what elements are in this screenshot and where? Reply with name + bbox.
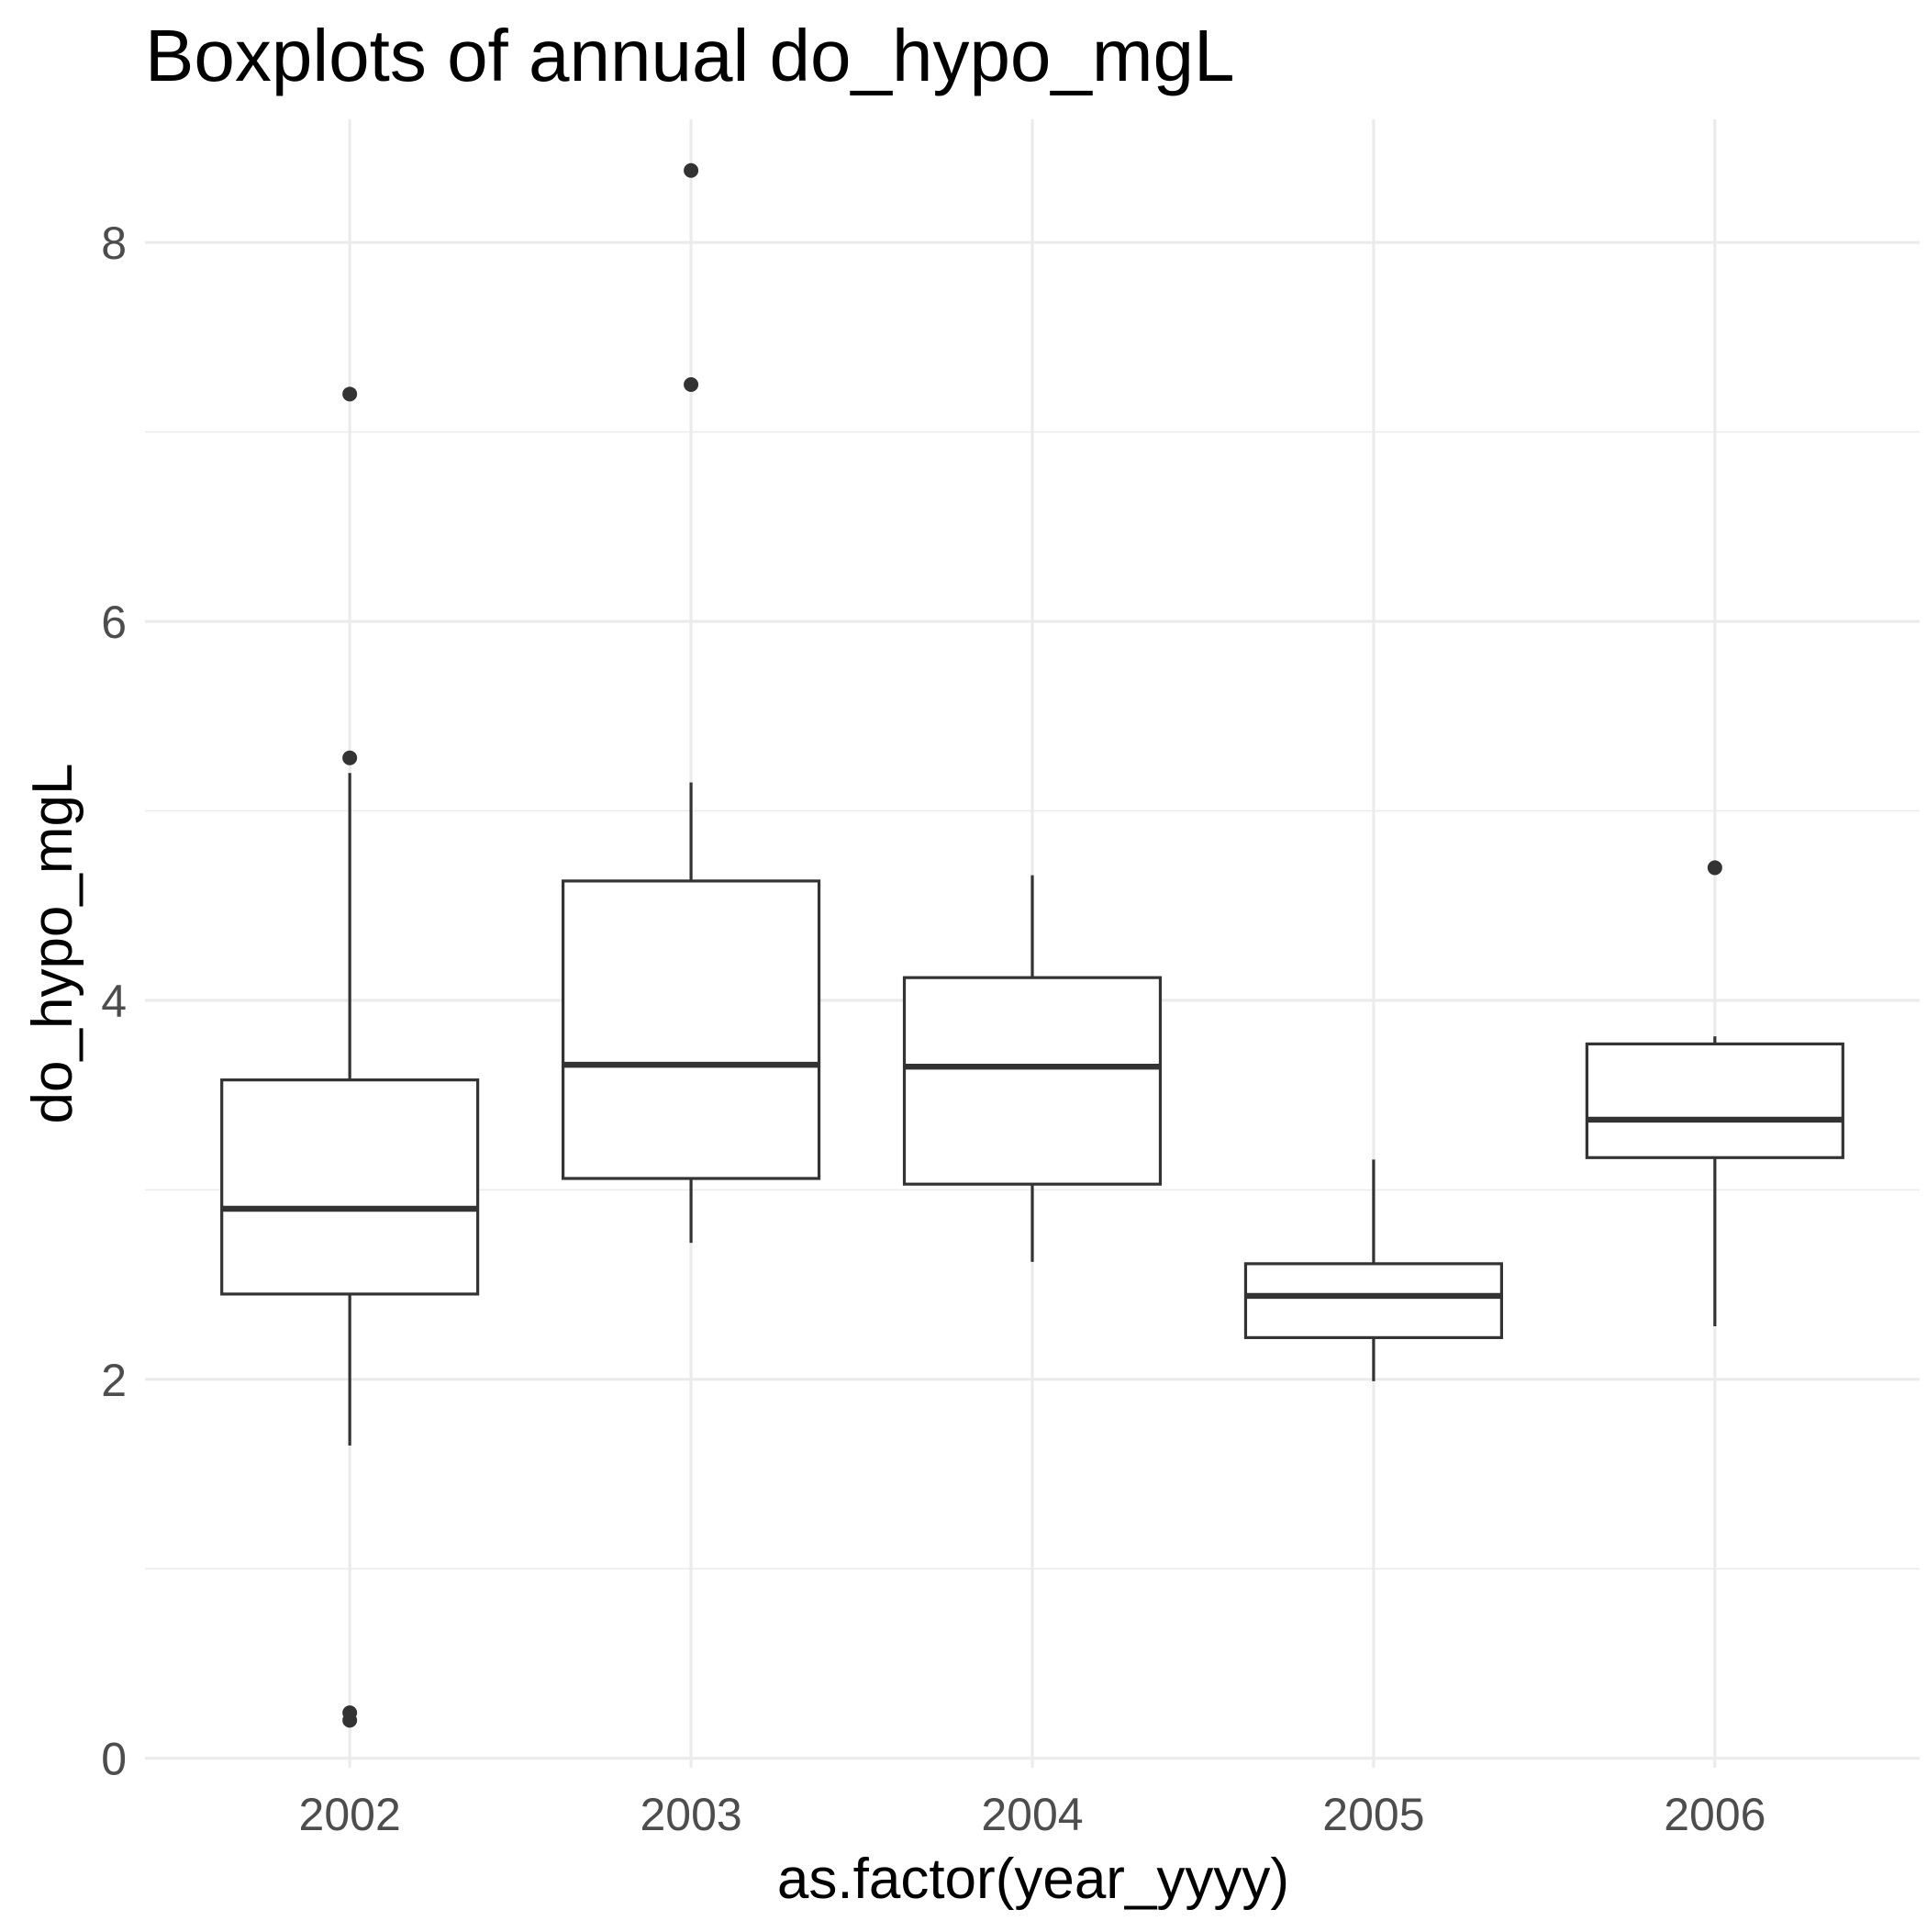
- x-tick-label: 2002: [299, 1789, 401, 1840]
- box-iqr: [1585, 1042, 1844, 1159]
- box-2006: [1585, 860, 1844, 1327]
- box-iqr: [562, 879, 821, 1180]
- grid-lines: [145, 119, 1920, 1768]
- y-tick-label: 4: [101, 976, 127, 1027]
- box-2003: [562, 162, 821, 1244]
- x-tick-label: 2005: [1322, 1789, 1424, 1840]
- box-2004: [902, 875, 1163, 1262]
- x-tick-label: 2006: [1664, 1789, 1765, 1840]
- x-axis-title: as.factor(year_yyyy): [777, 1848, 1289, 1911]
- outlier-point: [1707, 860, 1722, 876]
- y-tick-label: 6: [101, 597, 127, 648]
- box-iqr: [220, 1078, 480, 1296]
- box-iqr: [1243, 1262, 1503, 1339]
- tick-labels: 0 2 4 6 8 2002 2003 2004 2005 2006: [101, 218, 1765, 1840]
- box-iqr: [902, 976, 1163, 1186]
- y-tick-label: 0: [101, 1734, 127, 1785]
- box-2005: [1243, 1159, 1503, 1381]
- outlier-point: [684, 377, 699, 393]
- box-2002: [220, 386, 480, 1728]
- chart-title: Boxplots of annual do_hypo_mgL: [145, 15, 1235, 96]
- x-tick-label: 2003: [640, 1789, 741, 1840]
- y-tick-label: 8: [101, 218, 127, 269]
- outlier-point: [342, 750, 358, 765]
- y-tick-label: 2: [101, 1355, 127, 1406]
- y-axis-title: do_hypo_mgL: [21, 764, 84, 1124]
- outlier-point: [342, 1713, 358, 1728]
- outlier-point: [684, 162, 699, 178]
- boxes: [220, 162, 1844, 1728]
- outlier-point: [342, 386, 358, 402]
- x-tick-label: 2004: [981, 1789, 1083, 1840]
